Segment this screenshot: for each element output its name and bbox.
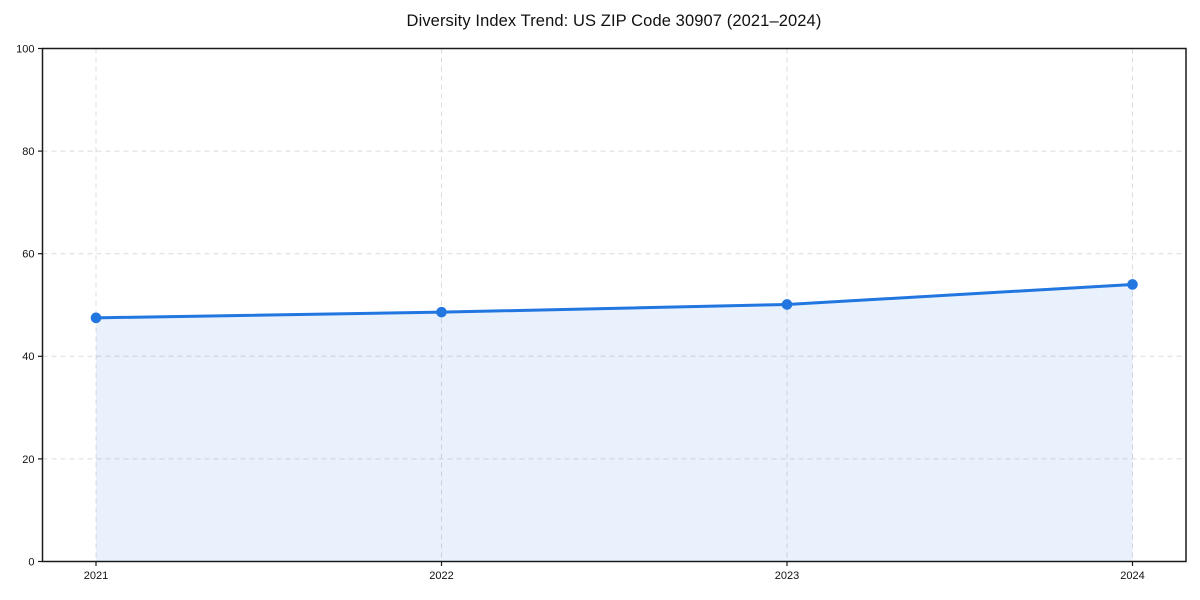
y-tick-label: 80 [22,146,34,158]
plot-border [41,47,1187,563]
y-tick-label: 100 [16,43,34,55]
y-tick-label: 40 [22,351,34,363]
data-point-marker [90,312,102,324]
x-tick-label: 2022 [429,570,453,582]
data-point-marker [1127,279,1138,290]
data-point-marker [436,306,447,318]
chart-title: Diversity Index Trend: US ZIP Code 30907… [406,12,822,30]
x-tick-label: 2024 [1120,570,1144,582]
trend-line [94,282,1134,320]
y-tick-label: 20 [22,454,34,466]
y-tick-label: 0 [28,556,34,568]
y-tick-label: 60 [22,249,34,261]
data-point-marker [781,299,793,310]
x-tick-label: 2023 [775,570,799,582]
x-tick-label: 2021 [84,570,108,582]
area-fill [96,284,1133,562]
